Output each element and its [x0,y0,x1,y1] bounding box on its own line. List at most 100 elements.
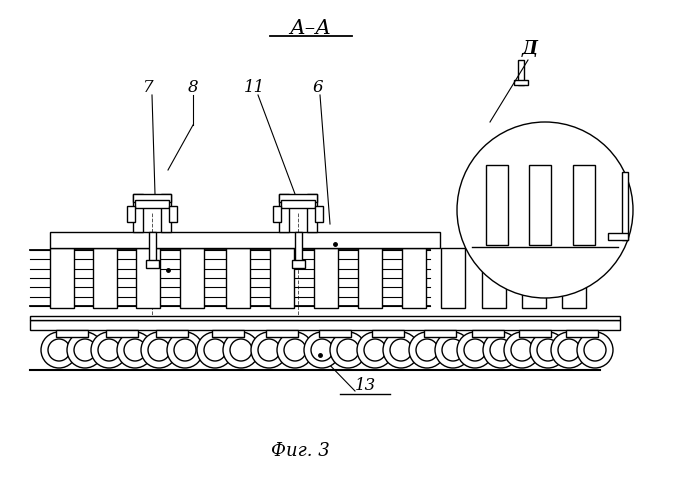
Text: Фиг. 3: Фиг. 3 [271,441,330,459]
Circle shape [251,332,287,368]
Circle shape [364,339,386,361]
Text: 13: 13 [354,377,376,394]
Bar [562,249,586,308]
Circle shape [457,332,493,368]
Circle shape [504,332,540,368]
Bar [212,330,244,337]
Circle shape [284,339,306,361]
Circle shape [490,339,512,361]
Bar [135,201,169,209]
Bar [514,81,528,86]
Bar [281,201,315,209]
Circle shape [537,339,559,361]
Circle shape [48,339,70,361]
Text: Д: Д [522,40,538,58]
Bar [295,232,302,263]
Bar [226,249,250,308]
Bar [30,320,620,330]
Circle shape [141,332,177,368]
Bar [56,330,88,337]
Circle shape [98,339,120,361]
Bar [472,330,504,337]
Text: 6: 6 [313,79,323,96]
Bar [314,249,338,308]
Bar [279,194,289,232]
Circle shape [277,332,313,368]
Bar [133,194,143,232]
Circle shape [330,332,366,368]
Bar [50,249,74,308]
Circle shape [230,339,252,361]
Circle shape [197,332,233,368]
Bar [608,233,628,240]
Circle shape [390,339,412,361]
Circle shape [167,332,203,368]
Circle shape [304,332,340,368]
Circle shape [124,339,146,361]
Circle shape [577,332,613,368]
Bar [529,166,551,245]
Circle shape [258,339,280,361]
Circle shape [530,332,566,368]
Bar [402,249,426,308]
Bar [315,206,323,223]
Bar [518,61,524,86]
Bar [622,173,628,240]
Bar [519,330,551,337]
Bar [149,232,156,263]
Circle shape [357,332,393,368]
Text: А–А: А–А [289,20,331,38]
Circle shape [117,332,153,368]
Bar [482,249,506,308]
Bar [93,249,117,308]
Circle shape [148,339,170,361]
Bar [358,249,382,308]
Circle shape [416,339,438,361]
Bar [566,330,598,337]
Bar [372,330,404,337]
Bar [319,330,351,337]
Circle shape [551,332,587,368]
Bar [486,166,508,245]
Bar [127,206,135,223]
Circle shape [483,332,519,368]
Bar [441,249,465,308]
Bar [273,206,281,223]
Bar [161,194,171,232]
Text: 7: 7 [143,79,153,96]
Bar [146,261,159,268]
Bar [133,194,171,203]
Bar [279,194,317,203]
Text: 11: 11 [244,79,265,96]
Circle shape [584,339,606,361]
Circle shape [223,332,259,368]
Bar [522,249,546,308]
Bar [266,330,298,337]
Circle shape [558,339,580,361]
Circle shape [383,332,419,368]
Circle shape [457,123,633,299]
Circle shape [511,339,533,361]
Bar [573,166,595,245]
Circle shape [337,339,359,361]
Circle shape [74,339,96,361]
Circle shape [204,339,226,361]
Circle shape [435,332,471,368]
Circle shape [442,339,464,361]
Bar [307,194,317,232]
Bar [424,330,456,337]
Bar [180,249,204,308]
Bar [270,249,294,308]
Circle shape [41,332,77,368]
Bar [169,206,177,223]
Circle shape [67,332,103,368]
Bar [156,330,188,337]
Circle shape [409,332,445,368]
Bar [30,316,620,320]
Bar [292,261,305,268]
Circle shape [311,339,333,361]
Circle shape [464,339,486,361]
Circle shape [174,339,196,361]
Circle shape [91,332,127,368]
Bar [50,232,440,249]
